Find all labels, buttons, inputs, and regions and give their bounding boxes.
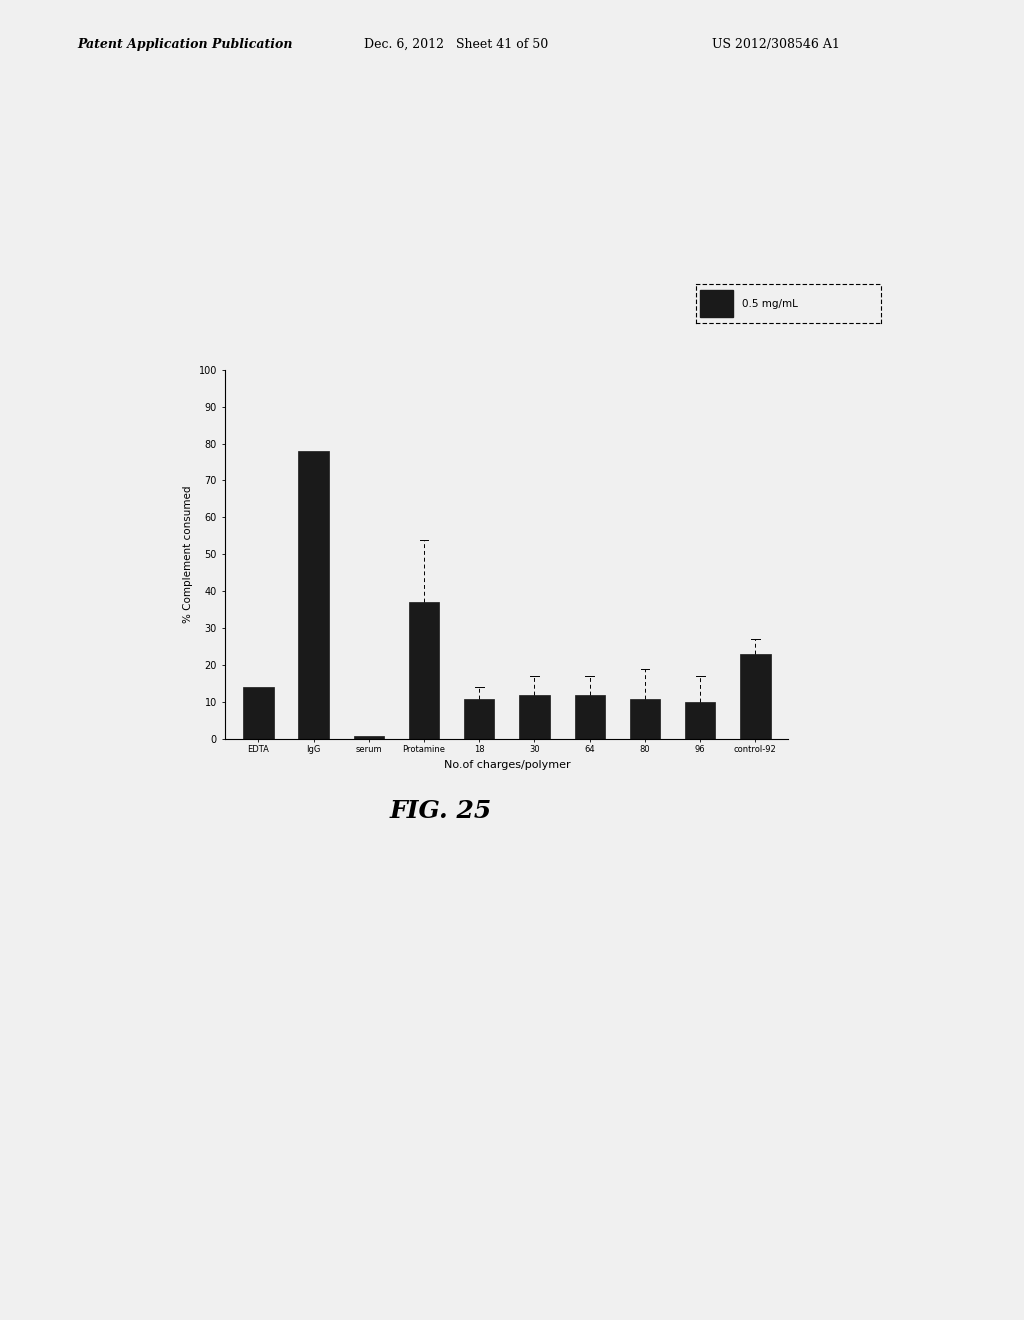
Text: US 2012/308546 A1: US 2012/308546 A1: [712, 37, 840, 50]
Text: FIG. 25: FIG. 25: [389, 800, 492, 824]
Bar: [353, 735, 384, 739]
Bar: [519, 694, 550, 739]
Bar: [244, 688, 273, 739]
Text: 0.5 mg/mL: 0.5 mg/mL: [742, 298, 799, 309]
Bar: [740, 655, 770, 739]
Bar: [409, 602, 439, 739]
Bar: [685, 702, 716, 739]
Text: Patent Application Publication: Patent Application Publication: [77, 37, 292, 50]
Bar: [298, 451, 329, 739]
Bar: [630, 698, 660, 739]
Bar: [700, 290, 733, 317]
Text: Dec. 6, 2012   Sheet 41 of 50: Dec. 6, 2012 Sheet 41 of 50: [364, 37, 548, 50]
Y-axis label: % Complement consumed: % Complement consumed: [183, 486, 193, 623]
X-axis label: No.of charges/polymer: No.of charges/polymer: [443, 760, 570, 770]
Bar: [574, 694, 605, 739]
Bar: [464, 698, 495, 739]
